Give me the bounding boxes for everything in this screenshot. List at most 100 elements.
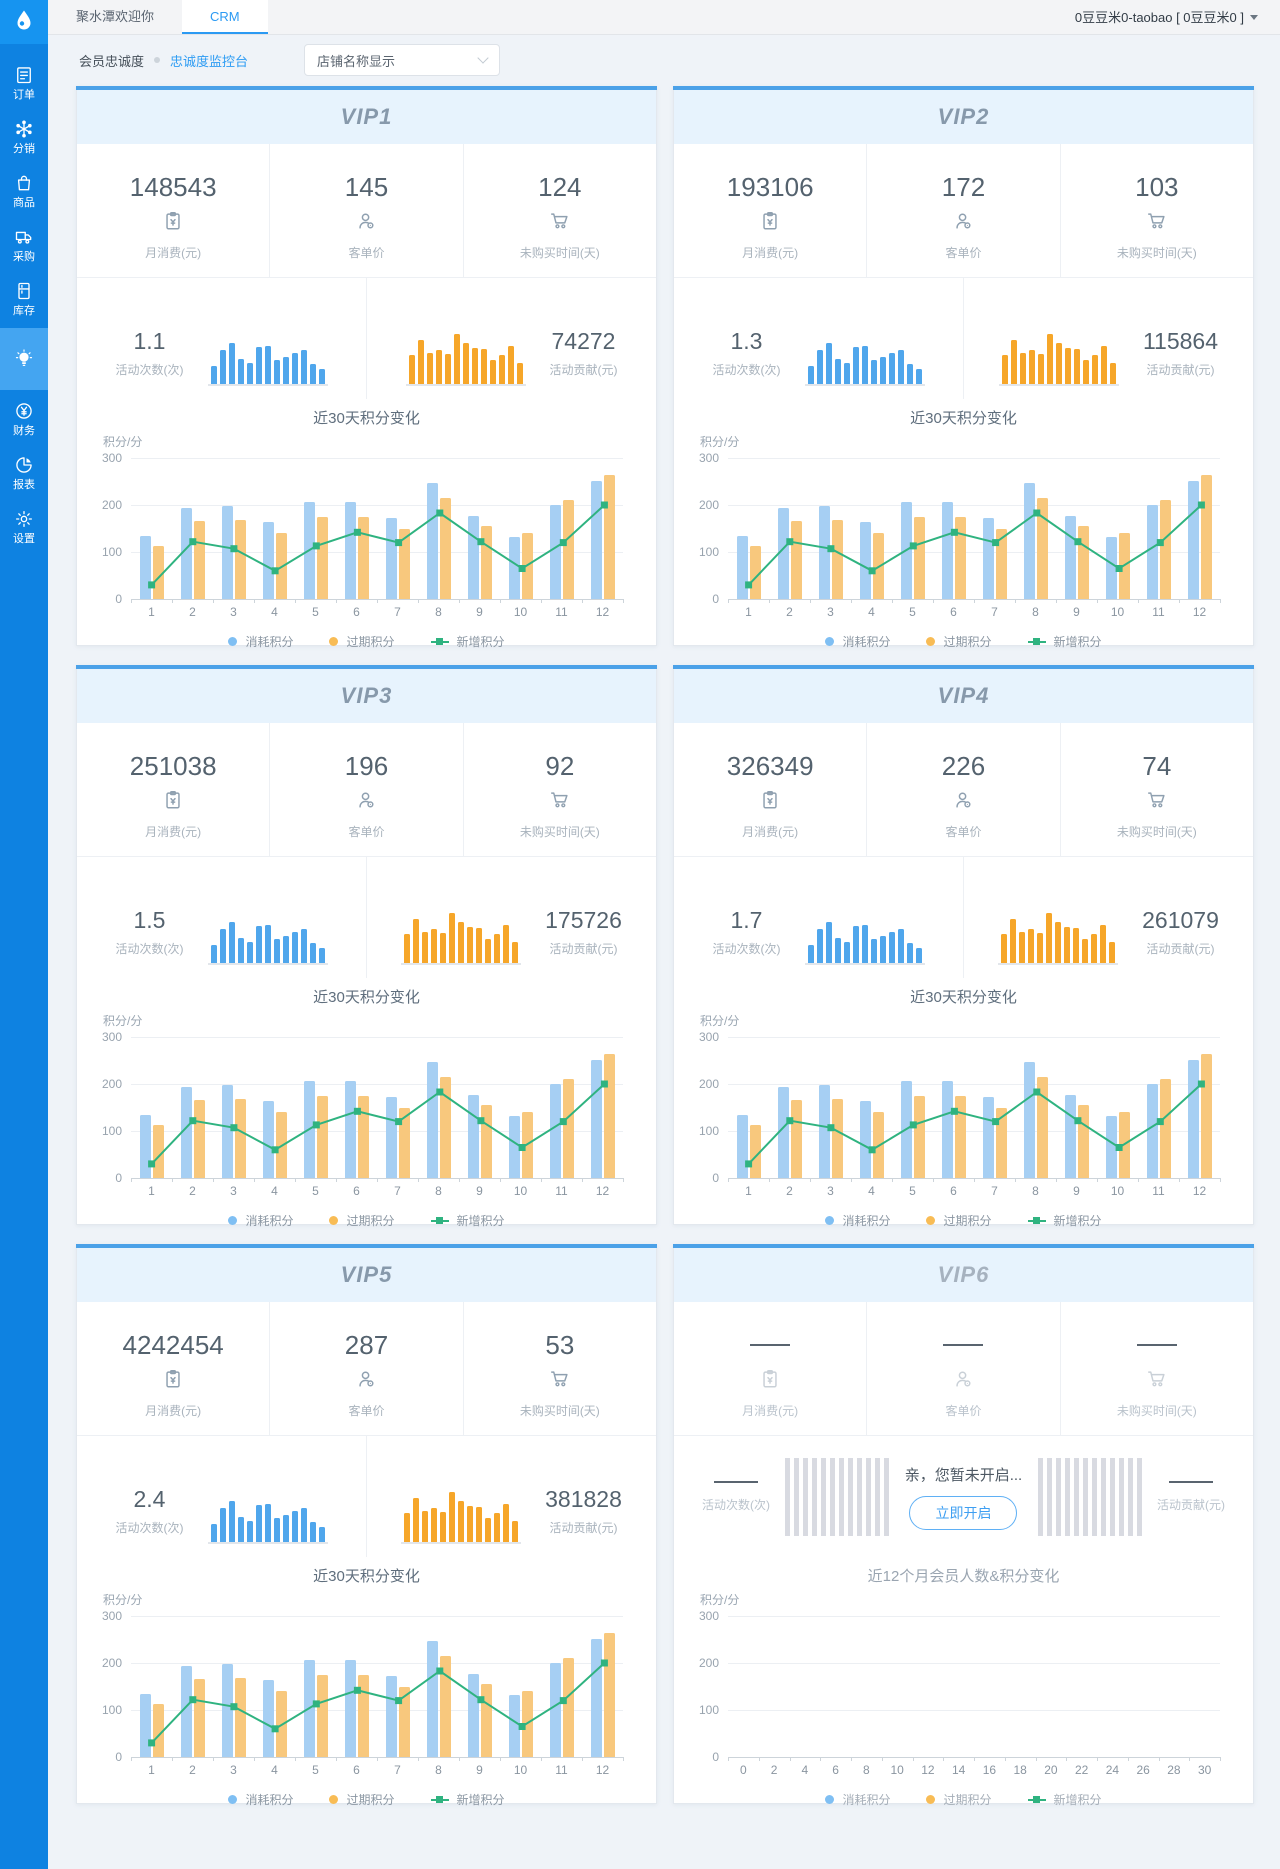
caret-down-icon (1250, 14, 1258, 20)
activity-mini-bar-chart (804, 330, 925, 386)
breadcrumb-page[interactable]: 忠诚度监控台 (170, 53, 249, 69)
contribution-mini-bar-chart (998, 909, 1119, 965)
store-name-select[interactable]: 店铺名称显示 (304, 44, 501, 76)
activity-count-label: 活动次数(次) (115, 942, 184, 956)
sidebar-item-settings[interactable]: 设置 (0, 500, 48, 554)
legend-item-new-points[interactable]: 新增积分 (430, 633, 505, 650)
axis-tick (1179, 1178, 1180, 1182)
bar-消耗积分 (180, 1666, 192, 1757)
y-tick-label: 300 (698, 451, 719, 465)
legend-item-consumed-points[interactable]: 消耗积分 (228, 1212, 293, 1229)
open-now-button[interactable]: 立即开启 (909, 1495, 1018, 1530)
loyalty-points-chart: 近30天积分变化 积分/分 300 200 100 0 1 2 3 4 5 6 7 8 9 10 11 12 消耗积… (77, 399, 656, 650)
line-marker-icon (430, 1796, 449, 1803)
gridline (131, 1663, 623, 1664)
axis-tick (851, 1178, 852, 1182)
line-marker-icon (1027, 1217, 1046, 1224)
activity-count: 1.7 活动次数(次) (713, 907, 781, 957)
stat-label: 客单价 (348, 246, 385, 260)
y-tick-label: 200 (101, 1077, 122, 1091)
invoice-icon (759, 1360, 781, 1395)
bar-过期积分 (603, 1632, 615, 1757)
x-tick-label: 9 (476, 1184, 483, 1198)
legend-item-consumed-points[interactable]: 消耗积分 (228, 1791, 293, 1808)
axis-tick (213, 599, 214, 603)
sidebar-item-order[interactable]: 订单 (0, 56, 48, 110)
dot-icon (329, 637, 339, 646)
gridline (728, 1084, 1220, 1085)
axis-tick (912, 1757, 914, 1761)
chart-legend: 消耗积分 过期积分 新增积分 (674, 1212, 1253, 1229)
legend-item-expired-points[interactable]: 过期积分 (329, 633, 395, 650)
legend-item-new-points[interactable]: 新增积分 (430, 1791, 505, 1808)
legend-item-expired-points[interactable]: 过期积分 (329, 1791, 395, 1808)
x-tick-label: 3 (827, 1184, 834, 1198)
legend-item-new-points[interactable]: 新增积分 (1027, 1791, 1102, 1808)
activity-row: 1.7 活动次数(次) 261079 活动贡献(元) (674, 857, 1253, 978)
stat-label: 未购买时间(天) (519, 1404, 600, 1418)
legend-item-new-points[interactable]: 新增积分 (430, 1212, 505, 1229)
card-title: VIP5 (340, 1262, 393, 1287)
activity-count-value: 1.5 (133, 907, 166, 933)
legend-label: 新增积分 (456, 1793, 505, 1807)
loyalty-points-chart: 近30天积分变化 积分/分 300 200 100 0 1 2 3 4 5 6 7 8 9 10 11 12 消耗积… (77, 978, 656, 1229)
bar-过期积分 (790, 521, 802, 599)
cart-icon (549, 202, 571, 237)
card-header: VIP4 (674, 669, 1253, 723)
sidebar-item-finance[interactable]: 财务 (0, 392, 48, 446)
stat-label: 月消费(元) (742, 1404, 799, 1418)
legend-item-expired-points[interactable]: 过期积分 (926, 633, 992, 650)
tab-home[interactable]: 聚水潭欢迎你 (76, 9, 155, 24)
app-logo[interactable] (0, 0, 48, 44)
axis-tick (810, 599, 811, 603)
y-tick-label: 0 (712, 1750, 719, 1764)
goods-icon (14, 173, 34, 193)
y-tick-label: 100 (698, 545, 719, 559)
card-header: VIP6 (674, 1248, 1253, 1302)
axis-tick (1138, 599, 1139, 603)
activity-mini-bar-chart (804, 909, 925, 965)
account-menu[interactable]: 0豆豆米0-taobao [ 0豆豆米0 ] (1075, 0, 1280, 34)
legend-item-expired-points[interactable]: 过期积分 (926, 1791, 992, 1808)
legend-item-expired-points[interactable]: 过期积分 (329, 1212, 395, 1229)
bar-消耗积分 (508, 1694, 520, 1757)
legend-label: 消耗积分 (842, 1214, 891, 1228)
legend-item-consumed-points[interactable]: 消耗积分 (825, 1212, 890, 1229)
line-marker-icon (430, 1217, 449, 1224)
bar-过期积分 (1200, 1053, 1212, 1178)
not-opened-message: 亲，您暂未开启... (904, 1466, 1023, 1484)
bar-group-month-12 (582, 1616, 623, 1757)
inventory-icon (14, 281, 34, 301)
x-tick-label: 3 (230, 1184, 237, 1198)
legend-label: 过期积分 (346, 1793, 395, 1807)
legend-item-new-points[interactable]: 新增积分 (1027, 1212, 1102, 1229)
sidebar-item-purchase[interactable]: 采购 (0, 218, 48, 272)
legend-item-new-points[interactable]: 新增积分 (1027, 633, 1102, 650)
sidebar-item-goods[interactable]: 商品 (0, 164, 48, 218)
cart-icon (1146, 781, 1168, 816)
legend-item-consumed-points[interactable]: 消耗积分 (825, 1791, 890, 1808)
activity-value: 74272 活动贡献(元) (550, 328, 618, 378)
vip-card-vip5: VIP5 4242454 月消费(元) 287 客单价 53 未购买时间(天) 2.4 活动次数… (76, 1244, 657, 1807)
x-tick-label: 7 (394, 1763, 401, 1777)
activity-value-label: 活动贡献(元) (549, 363, 618, 377)
axis-tick (1056, 599, 1057, 603)
tab-crm[interactable]: CRM (182, 0, 268, 34)
legend-item-consumed-points[interactable]: 消耗积分 (228, 633, 293, 650)
bar-消耗积分 (426, 1061, 438, 1178)
legend-label: 过期积分 (346, 635, 395, 649)
sidebar-item-bulb[interactable] (0, 328, 48, 390)
sidebar-item-distribution[interactable]: 分销 (0, 110, 48, 164)
sidebar-item-report[interactable]: 报表 (0, 446, 48, 500)
sidebar-item-inventory[interactable]: 库存 (0, 272, 48, 326)
activity-count-value: 1.7 (730, 907, 763, 933)
bar-消耗积分 (221, 1663, 233, 1757)
bar-过期积分 (152, 545, 164, 599)
legend-item-consumed-points[interactable]: 消耗积分 (825, 633, 890, 650)
bar-过期积分 (749, 1124, 761, 1178)
x-axis-labels: 1 2 3 4 5 6 7 8 9 10 11 12 (131, 1763, 623, 1777)
bar-过期积分 (439, 1656, 451, 1757)
x-tick-label: 10 (890, 1763, 904, 1777)
axis-tick (1035, 1757, 1037, 1761)
legend-item-expired-points[interactable]: 过期积分 (926, 1212, 992, 1229)
